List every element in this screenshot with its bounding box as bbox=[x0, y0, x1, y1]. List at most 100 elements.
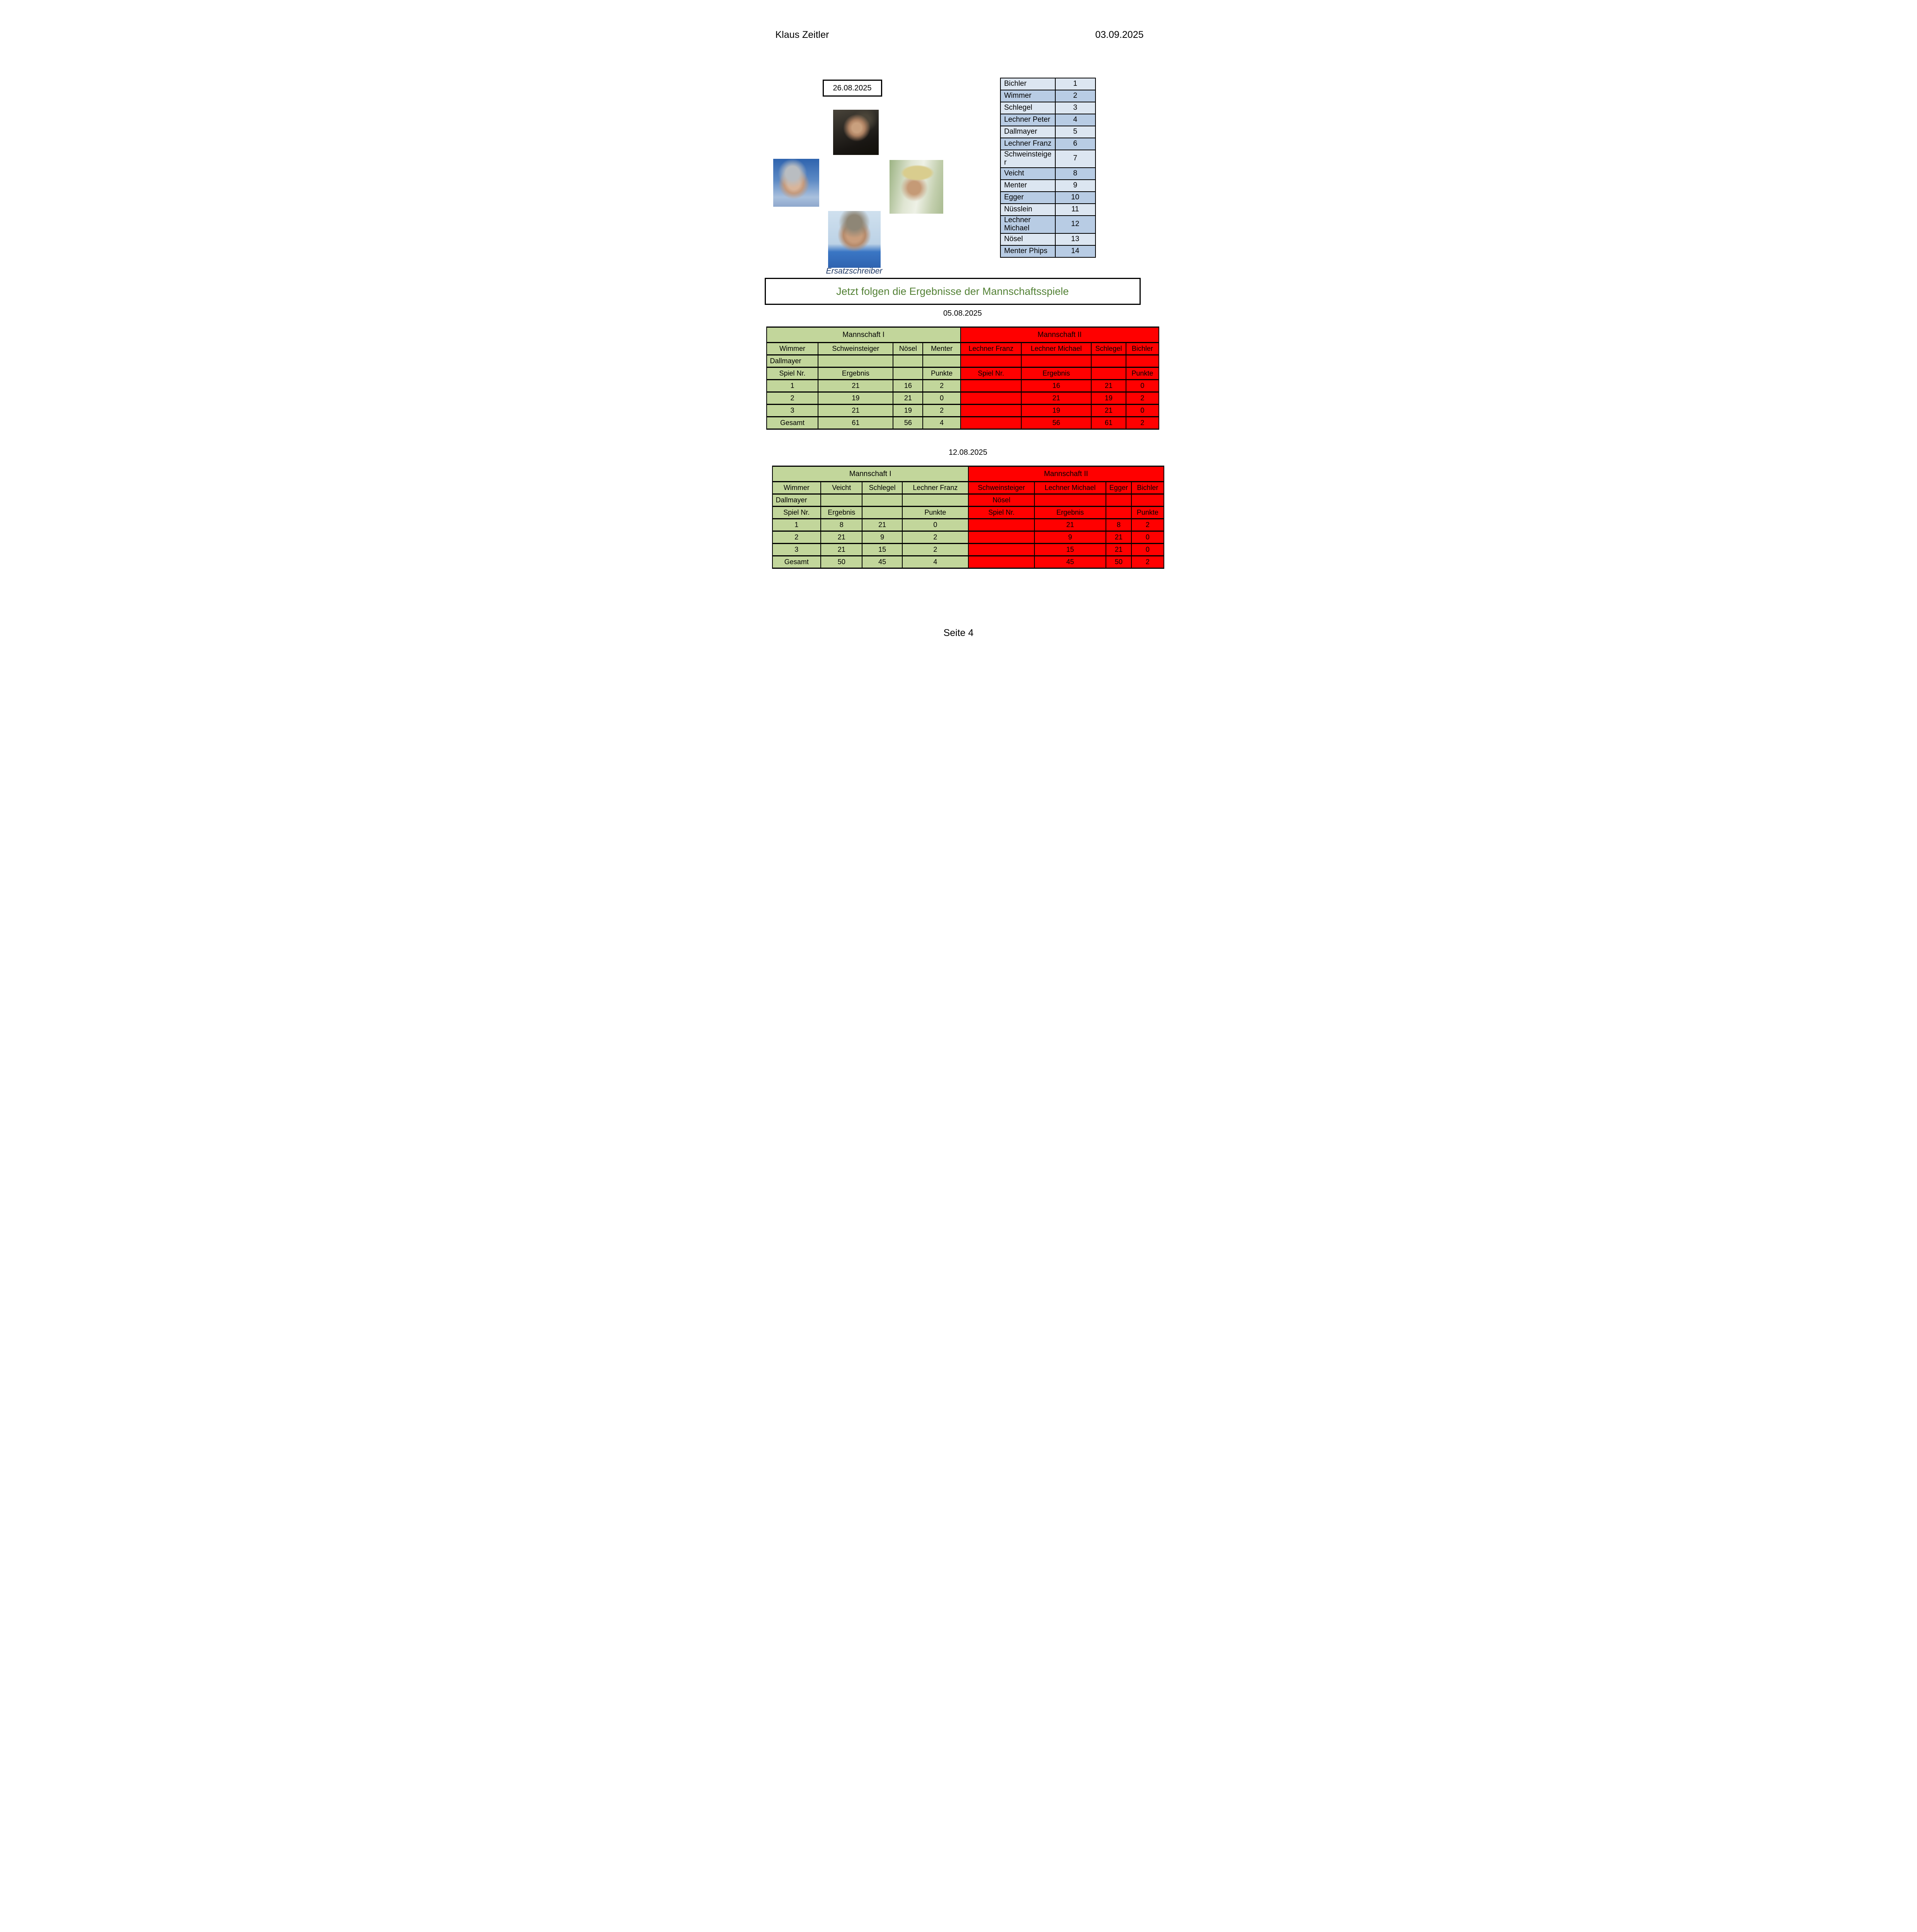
col-header-cell: Ergebnis bbox=[1021, 367, 1092, 380]
roster-row: Bichler 1 bbox=[1000, 78, 1096, 90]
col-header-cell: Spiel Nr. bbox=[968, 506, 1035, 519]
total-cell: 56 bbox=[1021, 416, 1092, 430]
total-cell: 45 bbox=[1034, 555, 1106, 569]
roster-player-number: 8 bbox=[1055, 167, 1096, 180]
score-cell: 3 bbox=[766, 404, 819, 417]
score-row: 1 8 21 0 21 8 2 bbox=[772, 518, 1164, 532]
score-cell: 21 bbox=[818, 404, 894, 417]
roster-player-number: 4 bbox=[1055, 114, 1096, 126]
player-name-cell bbox=[902, 493, 969, 507]
total-cell: Gesamt bbox=[766, 416, 819, 430]
score-cell bbox=[968, 531, 1035, 544]
roster-row: Wimmer 2 bbox=[1000, 90, 1096, 102]
player-name-cell bbox=[1131, 493, 1164, 507]
player-name-cell bbox=[893, 354, 924, 368]
player-name-cell: Egger bbox=[1105, 481, 1132, 495]
col-header-cell: Punkte bbox=[1131, 506, 1164, 519]
roster-player-name: Menter bbox=[1000, 179, 1056, 192]
score-cell: 21 bbox=[820, 531, 863, 544]
score-cell: 2 bbox=[772, 531, 822, 544]
section-banner: Jetzt folgen die Ergebnisse der Mannscha… bbox=[764, 278, 1141, 305]
team1-title-cell: Mannschaft I bbox=[766, 327, 961, 343]
roster-row: Lechner Franz 6 bbox=[1000, 138, 1096, 150]
roster-player-number: 7 bbox=[1055, 150, 1096, 168]
score-row: 3 21 19 2 19 21 0 bbox=[766, 404, 1159, 417]
team-title-row: Mannschaft I Mannschaft II bbox=[766, 327, 1159, 343]
score-row: 3 21 15 2 15 21 0 bbox=[772, 543, 1164, 556]
score-cell: 2 bbox=[1131, 518, 1164, 532]
col-header-cell: Ergebnis bbox=[1034, 506, 1106, 519]
total-cell: 61 bbox=[1090, 416, 1127, 430]
total-cell: 50 bbox=[820, 555, 863, 569]
score-cell bbox=[960, 379, 1022, 393]
col-header-cell: Ergebnis bbox=[818, 367, 894, 380]
team1-title-cell: Mannschaft I bbox=[772, 466, 969, 482]
roster-player-name: Lechner Franz bbox=[1000, 138, 1056, 150]
score-cell: 19 bbox=[1090, 391, 1127, 405]
col-header-cell: Punkte bbox=[902, 506, 969, 519]
player-name-cell bbox=[818, 354, 894, 368]
roster-player-name: Wimmer bbox=[1000, 90, 1056, 102]
player-name-cell: Lechner Franz bbox=[960, 342, 1022, 355]
roster-player-name: Menter Phips bbox=[1000, 245, 1056, 258]
roster-player-number: 3 bbox=[1055, 102, 1096, 114]
player-name-cell: Veicht bbox=[820, 481, 863, 495]
score-cell: 2 bbox=[902, 543, 969, 556]
score-cell bbox=[968, 518, 1035, 532]
score-cell bbox=[960, 391, 1022, 405]
score-cell: 0 bbox=[902, 518, 969, 532]
score-cell: 21 bbox=[1090, 404, 1127, 417]
match2-date-label: 12.08.2025 bbox=[948, 448, 988, 457]
col-header-cell: Punkte bbox=[1126, 367, 1159, 380]
total-cell: 4 bbox=[902, 555, 969, 569]
match1-results-table: Mannschaft I Mannschaft II Wimmer Schwei… bbox=[766, 327, 1159, 430]
players-row-2: Dallmayer bbox=[766, 354, 1159, 368]
score-cell: 2 bbox=[922, 404, 961, 417]
player-name-cell: Wimmer bbox=[766, 342, 819, 355]
roster-player-number: 6 bbox=[1055, 138, 1096, 150]
score-cell: 0 bbox=[1131, 531, 1164, 544]
score-cell: 0 bbox=[922, 391, 961, 405]
roster-player-name: Veicht bbox=[1000, 167, 1056, 180]
score-cell: 21 bbox=[893, 391, 924, 405]
player-name-cell: Schlegel bbox=[1090, 342, 1127, 355]
score-cell: 19 bbox=[818, 391, 894, 405]
roster-player-name: Egger bbox=[1000, 191, 1056, 204]
player-name-cell: Lechner Franz bbox=[902, 481, 969, 495]
col-header-cell: Spiel Nr. bbox=[960, 367, 1022, 380]
roster-player-name: Bichler bbox=[1000, 78, 1056, 90]
score-row: 2 19 21 0 21 19 2 bbox=[766, 391, 1159, 405]
photo-man-blue-jacket bbox=[828, 211, 881, 268]
total-row: Gesamt 50 45 4 45 50 2 bbox=[772, 555, 1164, 569]
players-row-1: Wimmer Veicht Schlegel Lechner Franz Sch… bbox=[772, 481, 1164, 495]
score-cell: 1 bbox=[766, 379, 819, 393]
player-name-cell: Nösel bbox=[968, 493, 1035, 507]
total-cell: 61 bbox=[818, 416, 894, 430]
column-header-row: Spiel Nr. Ergebnis Punkte Spiel Nr. Erge… bbox=[772, 506, 1164, 519]
photo-caption: Ersatzschreiber bbox=[826, 267, 883, 276]
player-roster-table: Bichler 1 Wimmer 2 Schlegel 3 Lechner Pe… bbox=[1000, 78, 1096, 258]
players-row-2: Dallmayer Nösel bbox=[772, 493, 1164, 507]
score-cell: 21 bbox=[1105, 543, 1132, 556]
score-cell: 0 bbox=[1126, 379, 1159, 393]
player-name-cell: Nösel bbox=[893, 342, 924, 355]
player-name-cell bbox=[862, 493, 903, 507]
photo-man-grey-hair-sky bbox=[773, 159, 819, 207]
player-name-cell: Lechner Michael bbox=[1021, 342, 1092, 355]
score-cell: 9 bbox=[862, 531, 903, 544]
col-header-cell bbox=[1090, 367, 1127, 380]
col-header-cell bbox=[893, 367, 924, 380]
roster-row: Schlegel 3 bbox=[1000, 102, 1096, 114]
photo-man-straw-hat bbox=[889, 160, 943, 214]
roster-row: Menter Phips 14 bbox=[1000, 245, 1096, 258]
score-cell: 3 bbox=[772, 543, 822, 556]
score-cell: 2 bbox=[766, 391, 819, 405]
roster-row: Lechner Michael 12 bbox=[1000, 215, 1096, 234]
roster-player-number: 12 bbox=[1055, 215, 1096, 234]
total-row: Gesamt 61 56 4 56 61 2 bbox=[766, 416, 1159, 430]
score-cell: 0 bbox=[1131, 543, 1164, 556]
score-cell: 21 bbox=[820, 543, 863, 556]
roster-row: Dallmayer 5 bbox=[1000, 126, 1096, 138]
score-cell: 16 bbox=[893, 379, 924, 393]
roster-row: Egger 10 bbox=[1000, 191, 1096, 204]
